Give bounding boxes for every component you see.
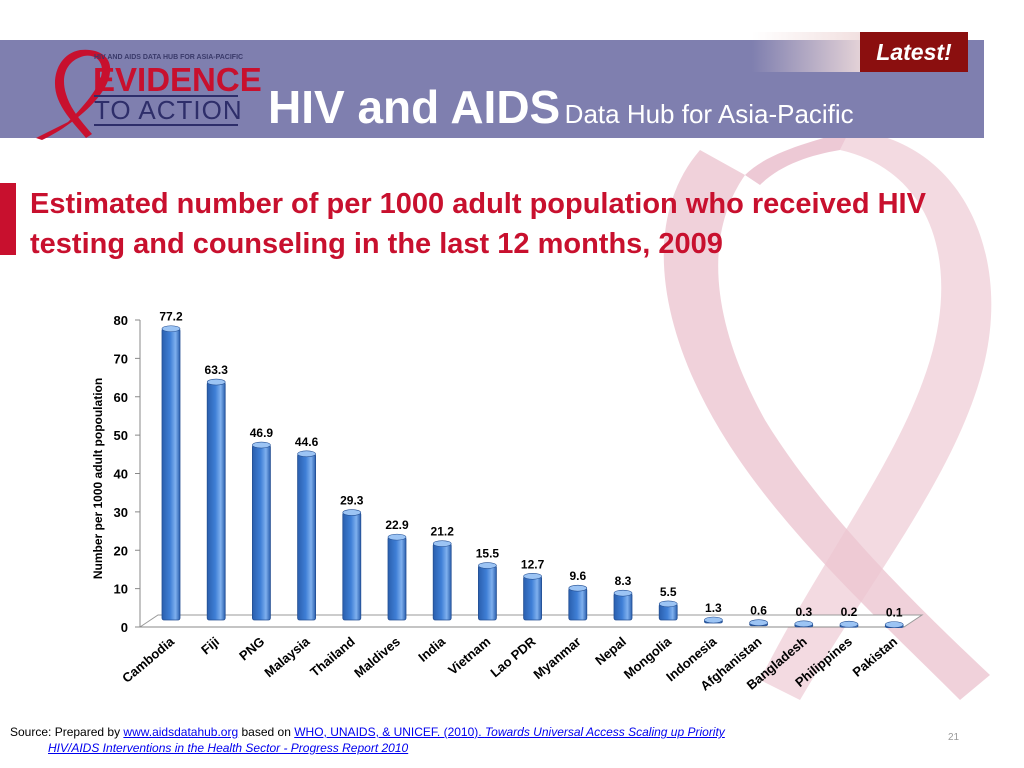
data-label: 77.2 <box>159 310 183 324</box>
x-tick-label: Vietnam <box>445 634 493 678</box>
data-label: 63.3 <box>205 363 229 377</box>
header-title: HIV and AIDS Data Hub for Asia-Pacific <box>268 80 854 134</box>
logo-divider <box>94 95 238 97</box>
data-label: 0.3 <box>795 605 812 619</box>
data-label: 46.9 <box>250 426 274 440</box>
source-note: Source: Prepared by www.aidsdatahub.org … <box>10 724 725 756</box>
bar <box>523 575 542 621</box>
bar-top <box>839 620 859 628</box>
bar <box>206 381 226 621</box>
x-tick-label: Malaysia <box>261 633 313 680</box>
red-ribbon-logo-icon <box>36 49 111 140</box>
bar-top <box>478 562 497 569</box>
bar <box>251 444 271 621</box>
bar-top <box>568 584 588 592</box>
x-tick-label: Fiji <box>198 634 222 658</box>
bar <box>387 536 407 621</box>
logo-tagline: HIV AND AIDS DATA HUB FOR ASIA-PACIFIC <box>94 54 244 61</box>
x-tick-label: India <box>415 633 448 664</box>
bar-top <box>297 450 316 458</box>
y-tick-label: 20 <box>114 543 128 558</box>
source-link-report-line2[interactable]: HIV/AIDS Interventions in the Health Sec… <box>48 741 409 755</box>
slide-title: Estimated number of per 1000 adult popul… <box>30 188 926 260</box>
y-tick-label: 30 <box>114 505 128 520</box>
source-link-aidsdatahub[interactable]: www.aidsdatahub.org <box>123 725 239 739</box>
bar-top <box>884 621 904 628</box>
x-tick-label: Maldives <box>351 634 403 681</box>
x-tick-label: Nepal <box>592 634 629 668</box>
data-label: 15.5 <box>476 547 500 561</box>
header-title-main: HIV and AIDS <box>268 81 561 133</box>
data-label: 29.3 <box>340 494 364 508</box>
bar-top <box>749 619 768 626</box>
bar <box>613 592 633 621</box>
y-tick-label: 70 <box>114 351 128 366</box>
logo-action-text: TO ACTION <box>94 95 243 125</box>
source-link-report-authors: WHO, UNAIDS, & UNICEF. (2010). <box>294 725 485 739</box>
data-label: 0.2 <box>841 605 858 619</box>
header-title-sub: Data Hub for Asia-Pacific <box>564 99 854 129</box>
bar-top <box>613 589 633 597</box>
data-label: 0.1 <box>886 606 903 620</box>
bar-top <box>523 572 542 580</box>
bar <box>477 565 497 621</box>
bar-top <box>432 540 452 547</box>
bar <box>297 453 317 621</box>
source-prefix: Source: Prepared by <box>10 725 121 739</box>
y-tick-label: 60 <box>114 390 128 405</box>
bar-top <box>206 378 226 386</box>
x-tick-label: Myanmar <box>530 634 583 682</box>
latest-badge[interactable]: Latest! <box>860 32 968 72</box>
data-label: 21.2 <box>431 525 455 539</box>
bar-top <box>387 533 407 541</box>
data-label: 22.9 <box>385 518 409 532</box>
bar <box>161 328 181 621</box>
bar <box>568 587 588 621</box>
bar-top <box>252 441 271 449</box>
logo-divider-bottom <box>94 124 238 126</box>
data-label: 12.7 <box>521 557 545 571</box>
data-label: 8.3 <box>615 574 632 588</box>
y-tick-label: 50 <box>114 428 128 443</box>
bar-top <box>342 509 362 516</box>
bar-top <box>658 600 678 608</box>
bar <box>432 543 452 621</box>
y-tick-label: 0 <box>121 620 128 635</box>
data-label: 0.6 <box>750 604 767 618</box>
data-label: 9.6 <box>569 569 586 583</box>
x-tick-label: PNG <box>236 634 267 664</box>
y-axis-title: Number per 1000 adult popoulation <box>91 378 105 579</box>
bar <box>342 512 362 621</box>
logo-evidence-text: EVIDENCE <box>93 61 262 98</box>
data-label: 5.5 <box>660 585 677 599</box>
source-link-report-title: Towards Universal Access Scaling up Prio… <box>484 725 725 739</box>
bar-top <box>794 620 814 628</box>
source-link-report[interactable]: WHO, UNAIDS, & UNICEF. (2010). Towards U… <box>294 725 725 739</box>
bar-top <box>704 616 723 624</box>
title-accent-bar <box>0 183 16 255</box>
page-number: 21 <box>948 732 960 743</box>
data-label: 1.3 <box>705 601 722 615</box>
bar-top <box>161 325 181 333</box>
source-mid: based on <box>241 725 291 739</box>
y-tick-label: 40 <box>114 467 128 482</box>
x-tick-label: Lao PDR <box>487 633 539 680</box>
x-tick-label: Cambodia <box>119 633 177 685</box>
y-tick-label: 80 <box>114 313 128 328</box>
latest-fade <box>752 32 862 72</box>
y-tick-label: 10 <box>114 582 128 597</box>
x-tick-label: Pakistan <box>850 634 901 680</box>
data-label: 44.6 <box>295 435 319 449</box>
x-tick-label: Thailand <box>307 634 358 680</box>
